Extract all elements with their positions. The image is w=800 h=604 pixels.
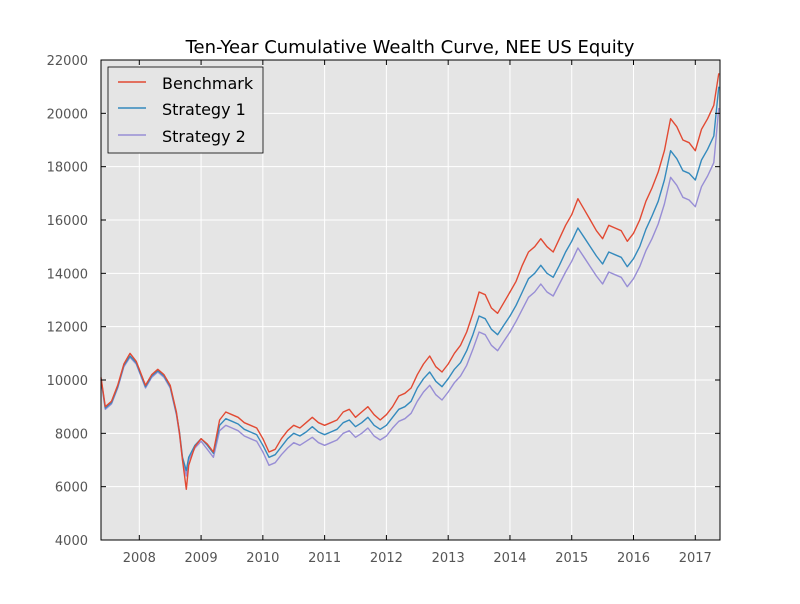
plot-frame — [100, 59, 721, 541]
x-tick-label: 2011 — [308, 551, 341, 566]
series-lines — [100, 73, 720, 490]
y-tick-label: 20000 — [47, 107, 88, 122]
legend-label-strategy-2: Strategy 2 — [162, 127, 246, 146]
legend-label-strategy-1: Strategy 1 — [162, 100, 246, 119]
x-tick-label: 2014 — [493, 551, 526, 566]
axis-ticks: 4000 6000 8000 10000 12000 14000 16000 18000 200… — [47, 54, 720, 566]
y-tick-label: 14000 — [47, 267, 88, 282]
x-tick-label: 2009 — [185, 551, 218, 566]
x-tick-label: 2010 — [246, 551, 279, 566]
series-line-strategy-1 — [100, 86, 720, 472]
series-line-strategy-2 — [100, 107, 720, 477]
x-tick-label: 2016 — [617, 551, 650, 566]
x-tick-label: 2008 — [123, 551, 156, 566]
chart-title: Ten-Year Cumulative Wealth Curve, NEE US… — [185, 37, 635, 58]
x-tick-label: 2013 — [432, 551, 465, 566]
y-tick-label: 22000 — [47, 54, 88, 69]
x-tick-label: 2017 — [679, 551, 712, 566]
y-tick-label: 16000 — [47, 214, 88, 229]
legend: Benchmark Strategy 1 Strategy 2 — [107, 66, 264, 154]
series-line-benchmark — [100, 73, 720, 490]
y-tick-label: 6000 — [55, 481, 88, 496]
y-tick-label: 4000 — [55, 534, 88, 549]
y-tick-label: 12000 — [47, 321, 88, 336]
y-tick-label: 10000 — [47, 374, 88, 389]
x-tick-label: 2015 — [555, 551, 588, 566]
legend-label-benchmark: Benchmark — [162, 74, 254, 93]
y-tick-label: 18000 — [47, 161, 88, 176]
y-tick-label: 8000 — [55, 427, 88, 442]
x-tick-label: 2012 — [370, 551, 403, 566]
